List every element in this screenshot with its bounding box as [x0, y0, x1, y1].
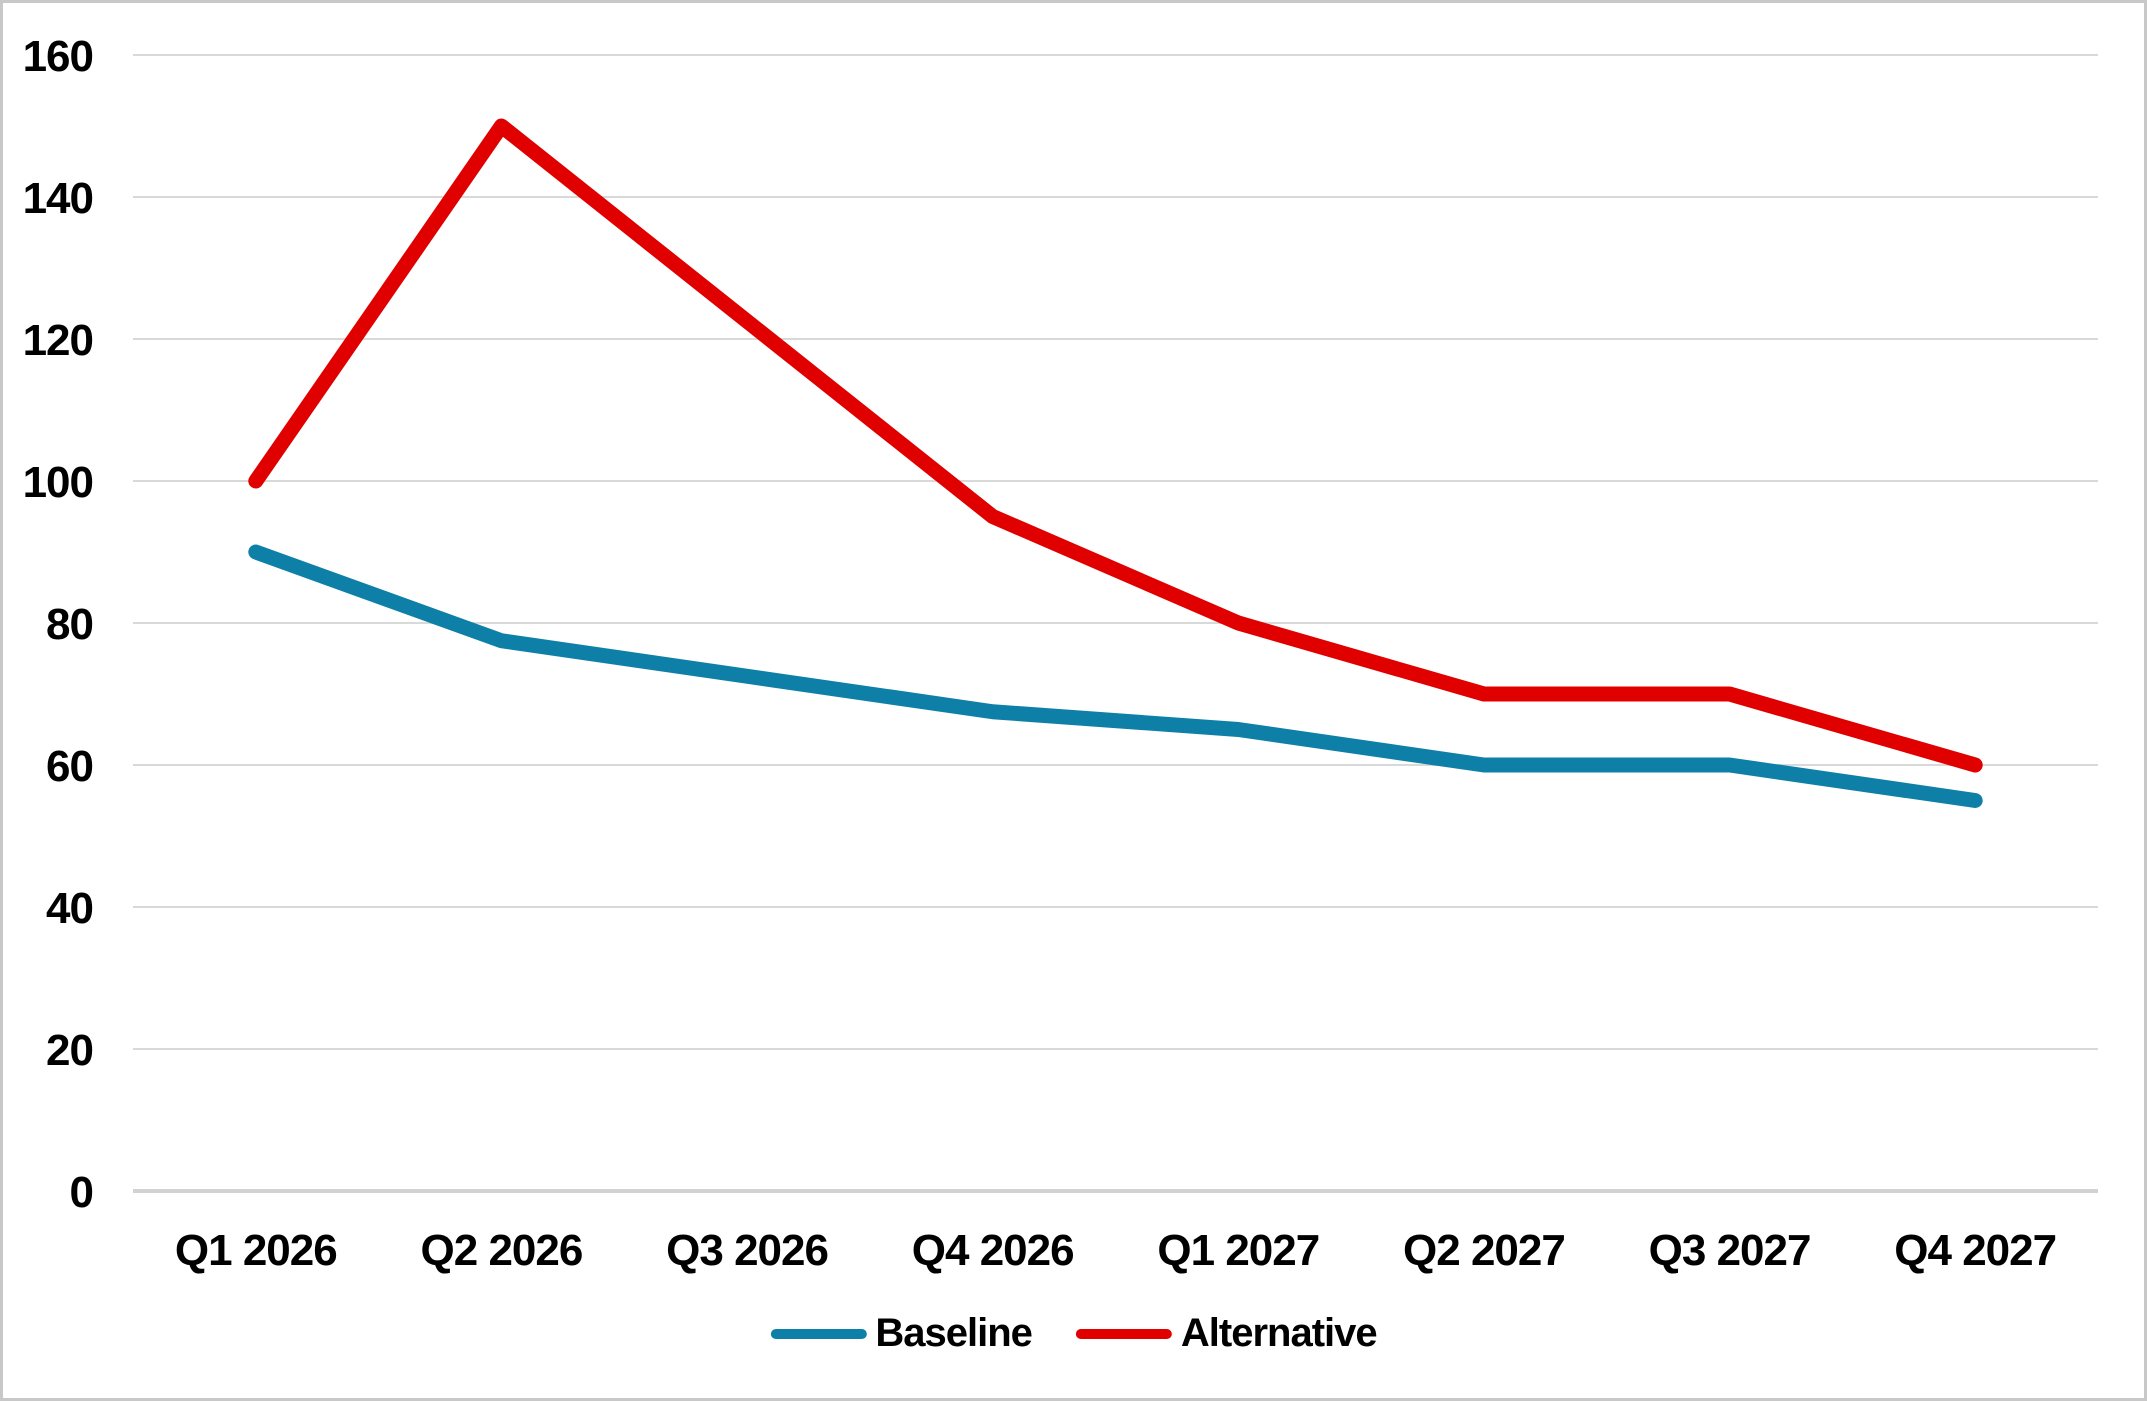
- y-axis-tick-label: 160: [23, 32, 93, 81]
- x-axis-tick-label: Q1 2027: [1157, 1226, 1319, 1275]
- series-line-baseline: [248, 544, 1983, 808]
- x-axis-tick-label: Q2 2027: [1403, 1226, 1565, 1275]
- x-axis-tick-label: Q4 2027: [1894, 1226, 2056, 1275]
- legend-item-baseline: Baseline: [770, 1311, 1033, 1356]
- x-axis-tick-label: Q2 2026: [421, 1226, 583, 1275]
- y-axis-tick-label: 80: [46, 600, 93, 649]
- x-axis-tick-label: Q4 2026: [912, 1226, 1074, 1275]
- y-axis-tick-label: 120: [23, 316, 93, 365]
- series-line-alternative: [248, 118, 1983, 773]
- chart-legend: Baseline Alternative: [770, 1311, 1378, 1356]
- x-axis-tick-label: Q3 2027: [1649, 1226, 1811, 1275]
- chart-svg: 0 20 40 60 80 100 120 140 160 Q1 2026 Q2 2026 Q3 20…: [23, 32, 2098, 1275]
- x-axis-tick-label: Q3 2026: [666, 1226, 828, 1275]
- y-axis-tick-label: 40: [46, 884, 93, 933]
- legend-label-alternative: Alternative: [1180, 1311, 1378, 1355]
- y-axis-tick-label: 140: [23, 174, 93, 223]
- y-axis-tick-label: 20: [46, 1026, 93, 1075]
- y-axis-tick-label: 0: [70, 1168, 93, 1217]
- y-axis-tick-label: 60: [46, 742, 93, 791]
- x-axis-tick-label: Q1 2026: [175, 1226, 337, 1275]
- y-axis-tick-label: 100: [23, 458, 93, 507]
- legend-item-alternative: Alternative: [1075, 1311, 1378, 1356]
- legend-swatch-baseline: [770, 1328, 867, 1339]
- legend-swatch-alternative: [1075, 1328, 1172, 1339]
- legend-label-baseline: Baseline: [875, 1311, 1033, 1355]
